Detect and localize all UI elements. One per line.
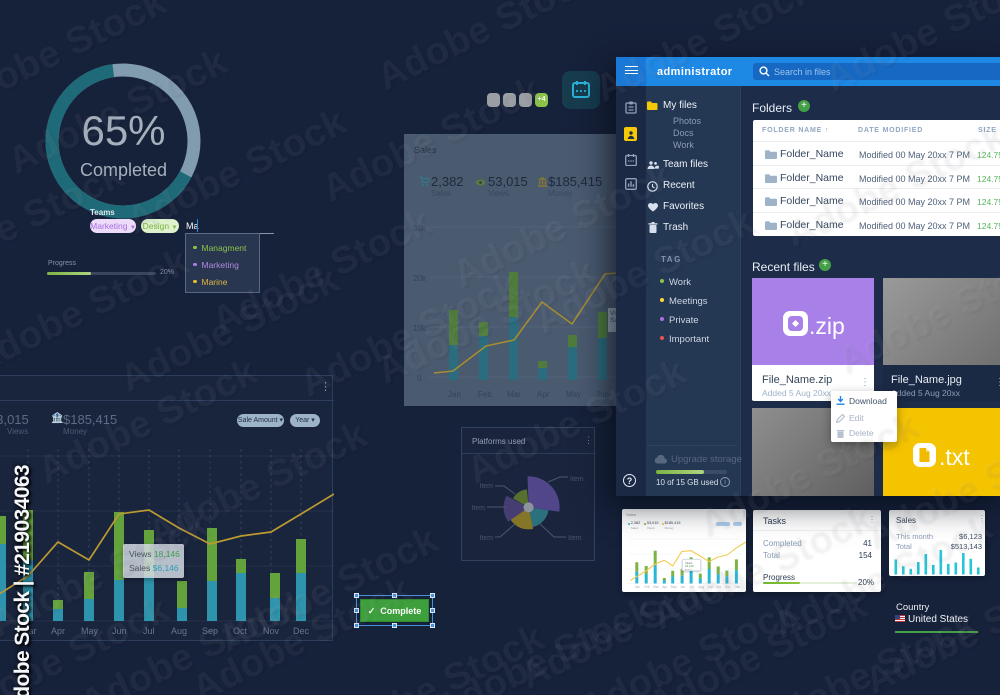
svg-text:Sep: Sep bbox=[707, 585, 713, 589]
svg-text:Dec: Dec bbox=[734, 585, 740, 589]
svg-text:Nov: Nov bbox=[725, 585, 731, 589]
svg-text:Apr: Apr bbox=[662, 585, 668, 589]
svg-text:Oct: Oct bbox=[716, 585, 721, 589]
svg-text:Feb: Feb bbox=[644, 585, 650, 589]
svg-text:Jul: Jul bbox=[689, 585, 693, 589]
svg-text:Aug: Aug bbox=[698, 585, 704, 589]
svg-text:Item: Item bbox=[479, 483, 493, 490]
svg-text:Item: Item bbox=[471, 505, 485, 512]
svg-text:Jun: Jun bbox=[680, 585, 685, 589]
svg-text:Item: Item bbox=[568, 535, 582, 542]
svg-text:Jan: Jan bbox=[635, 585, 640, 589]
svg-text:Item: Item bbox=[570, 476, 584, 483]
svg-text:May: May bbox=[671, 585, 677, 589]
svg-text:Mar: Mar bbox=[653, 585, 659, 589]
svg-text:Item: Item bbox=[479, 535, 493, 542]
